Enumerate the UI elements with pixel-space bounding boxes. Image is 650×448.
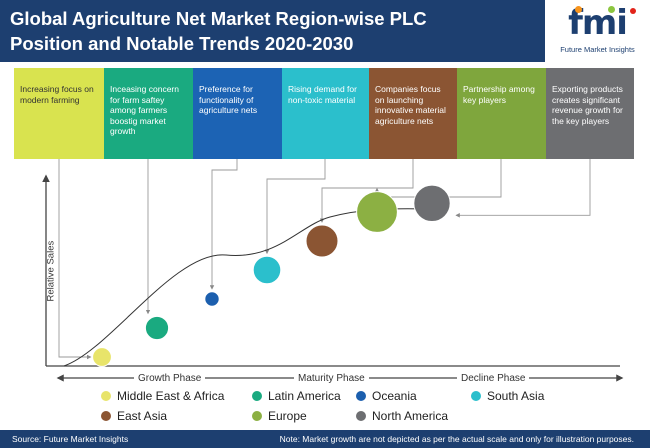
legend-item: South Asia bbox=[471, 389, 544, 403]
logo-dot-green bbox=[608, 6, 615, 13]
legend-marker-icon bbox=[356, 391, 366, 401]
phase-label-decline: Decline Phase bbox=[457, 373, 530, 384]
legend-label: South Asia bbox=[487, 389, 545, 403]
legend-label: East Asia bbox=[117, 409, 168, 423]
trend-text: Companies focus on launching innovative … bbox=[375, 84, 446, 126]
legend-marker-icon bbox=[356, 411, 366, 421]
legend-label: Oceania bbox=[372, 389, 417, 403]
trend-box: Increasing focus on modern farming bbox=[14, 68, 104, 159]
legend-item: Europe bbox=[252, 409, 307, 423]
trend-box: Exporting products creates significant r… bbox=[546, 68, 634, 159]
phase-label-maturity: Maturity Phase bbox=[294, 373, 369, 384]
footer: Source: Future Market Insights Note: Mar… bbox=[0, 430, 650, 448]
connector-lines bbox=[58, 159, 591, 360]
trend-text: Increasing focus on modern farming bbox=[20, 84, 94, 105]
fmi-logo: fmi Future Market Insights bbox=[545, 0, 650, 62]
legend-item: East Asia bbox=[101, 409, 167, 423]
trend-text: Rising demand for non-toxic material bbox=[288, 84, 357, 105]
legend-marker-icon bbox=[252, 411, 262, 421]
legend-item: Oceania bbox=[356, 389, 417, 403]
title-line-1: Global Agriculture Net Market Region-wis… bbox=[10, 8, 427, 29]
trend-box: Rising demand for non-toxic material bbox=[282, 68, 369, 159]
trend-text: Partnership among key players bbox=[463, 84, 535, 105]
legend-marker-icon bbox=[471, 391, 481, 401]
trend-text: Preference for functionality of agricult… bbox=[199, 84, 258, 115]
logo-dot-red bbox=[630, 8, 636, 14]
chart-title: Global Agriculture Net Market Region-wis… bbox=[10, 6, 530, 56]
connector-line bbox=[319, 159, 414, 223]
region-point bbox=[144, 315, 170, 341]
trend-box: Partnership among key players bbox=[457, 68, 546, 159]
logo-dot-orange bbox=[575, 6, 582, 13]
region-points bbox=[92, 184, 451, 367]
legend-marker-icon bbox=[252, 391, 262, 401]
header-banner: Global Agriculture Net Market Region-wis… bbox=[0, 0, 650, 62]
phase-label-growth: Growth Phase bbox=[134, 373, 206, 384]
region-point bbox=[204, 291, 220, 307]
trend-box: Preference for functionality of agricult… bbox=[193, 68, 282, 159]
region-point bbox=[413, 184, 451, 223]
region-point bbox=[92, 347, 112, 367]
legend-item: Latin America bbox=[252, 389, 341, 403]
legend-item: North America bbox=[356, 409, 448, 423]
title-line-2: Position and Notable Trends 2020-2030 bbox=[10, 33, 354, 54]
region-point bbox=[305, 224, 339, 258]
trend-box: Companies focus on launching innovative … bbox=[369, 68, 457, 159]
legend-label: Middle East & Africa bbox=[117, 389, 225, 403]
trend-box: Inceasing concern for farm saftey among … bbox=[104, 68, 193, 159]
legend-label: Europe bbox=[268, 409, 307, 423]
trend-text: Inceasing concern for farm saftey among … bbox=[110, 84, 179, 136]
logo-tagline: Future Market Insights bbox=[560, 45, 635, 54]
legend-label: North America bbox=[372, 409, 449, 423]
connector-line bbox=[455, 159, 591, 218]
region-point bbox=[356, 191, 398, 233]
connector-line bbox=[264, 159, 326, 255]
connector-line bbox=[58, 159, 92, 360]
region-point bbox=[252, 255, 282, 285]
legend-label: Latin America bbox=[268, 389, 341, 403]
source-text: Source: Future Market Insights bbox=[12, 434, 129, 444]
y-axis-label: Relative Sales bbox=[45, 240, 57, 302]
trend-text: Exporting products creates significant r… bbox=[552, 84, 623, 126]
legend-item: Middle East & Africa bbox=[101, 389, 224, 403]
note-text: Note: Market growth are not depicted as … bbox=[279, 434, 634, 444]
legend-marker-icon bbox=[101, 391, 111, 401]
legend-marker-icon bbox=[101, 411, 111, 421]
connector-line bbox=[209, 159, 238, 290]
